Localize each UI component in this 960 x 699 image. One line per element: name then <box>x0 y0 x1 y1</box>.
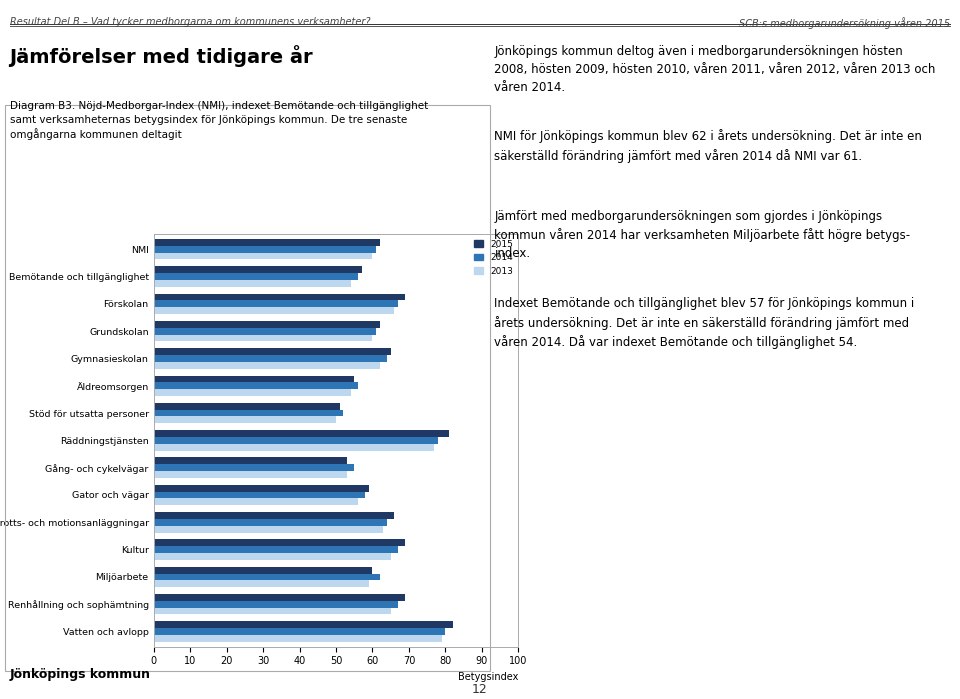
Bar <box>154 246 376 252</box>
Bar <box>154 252 372 259</box>
Bar <box>154 321 380 328</box>
Bar <box>154 573 380 580</box>
Bar <box>154 328 376 335</box>
Text: Jönköpings kommun: Jönköpings kommun <box>10 668 151 681</box>
Bar <box>154 266 362 273</box>
Bar <box>154 628 445 635</box>
Bar <box>154 540 405 546</box>
Bar <box>154 410 344 417</box>
Bar <box>154 301 398 308</box>
Bar <box>154 471 347 478</box>
Bar <box>154 273 358 280</box>
Text: Resultat Del B – Vad tycker medborgarna om kommunens verksamheter?: Resultat Del B – Vad tycker medborgarna … <box>10 17 371 27</box>
Text: Jönköpings kommun deltog även i medborgarundersökningen hösten
2008, hösten 2009: Jönköpings kommun deltog även i medborga… <box>494 45 936 94</box>
Bar <box>154 553 391 560</box>
Bar <box>154 437 438 444</box>
Bar <box>154 491 365 498</box>
Bar <box>154 594 405 601</box>
Bar <box>154 280 350 287</box>
Bar <box>154 464 354 471</box>
Text: 12: 12 <box>472 682 488 696</box>
Bar <box>154 444 435 451</box>
Bar <box>154 430 449 437</box>
Bar <box>154 498 358 505</box>
Bar <box>154 403 340 410</box>
Bar <box>154 294 405 301</box>
Bar <box>154 417 336 424</box>
Bar <box>154 601 398 607</box>
Bar <box>154 362 380 368</box>
Bar <box>154 457 347 464</box>
Bar <box>154 484 369 491</box>
Bar <box>154 607 391 614</box>
Text: NMI för Jönköpings kommun blev 62 i årets undersökning. Det är inte en
säkerstäl: NMI för Jönköpings kommun blev 62 i året… <box>494 129 923 163</box>
Bar <box>154 580 369 587</box>
Bar <box>154 348 391 355</box>
Text: SCB:s medborgarundersökning våren 2015: SCB:s medborgarundersökning våren 2015 <box>739 17 950 29</box>
Bar <box>154 621 453 628</box>
Bar <box>154 519 387 526</box>
Legend: 2015, 2014, 2013: 2015, 2014, 2013 <box>470 236 516 279</box>
Bar <box>154 239 380 246</box>
Bar <box>154 389 350 396</box>
Bar <box>154 635 442 642</box>
Bar <box>154 308 395 314</box>
Bar <box>154 526 383 533</box>
Text: Indexet Bemötande och tillgänglighet blev 57 för Jönköpings kommun i
årets under: Indexet Bemötande och tillgänglighet ble… <box>494 297 915 349</box>
Bar <box>154 355 387 362</box>
Bar <box>154 567 372 573</box>
Bar <box>154 335 372 341</box>
Text: Jämfört med medborgarundersökningen som gjordes i Jönköpings
kommun våren 2014 h: Jämfört med medborgarundersökningen som … <box>494 210 910 260</box>
Bar <box>154 375 354 382</box>
Text: Diagram B3. Nöjd-Medborgar-Index (NMI), indexet Bemötande och tillgänglighet
sam: Diagram B3. Nöjd-Medborgar-Index (NMI), … <box>10 101 428 140</box>
X-axis label: Betygsindex: Betygsindex <box>458 672 518 682</box>
Bar <box>154 512 395 519</box>
Bar <box>154 546 398 553</box>
Text: Jämförelser med tidigare år: Jämförelser med tidigare år <box>10 45 313 67</box>
Bar <box>154 382 358 389</box>
